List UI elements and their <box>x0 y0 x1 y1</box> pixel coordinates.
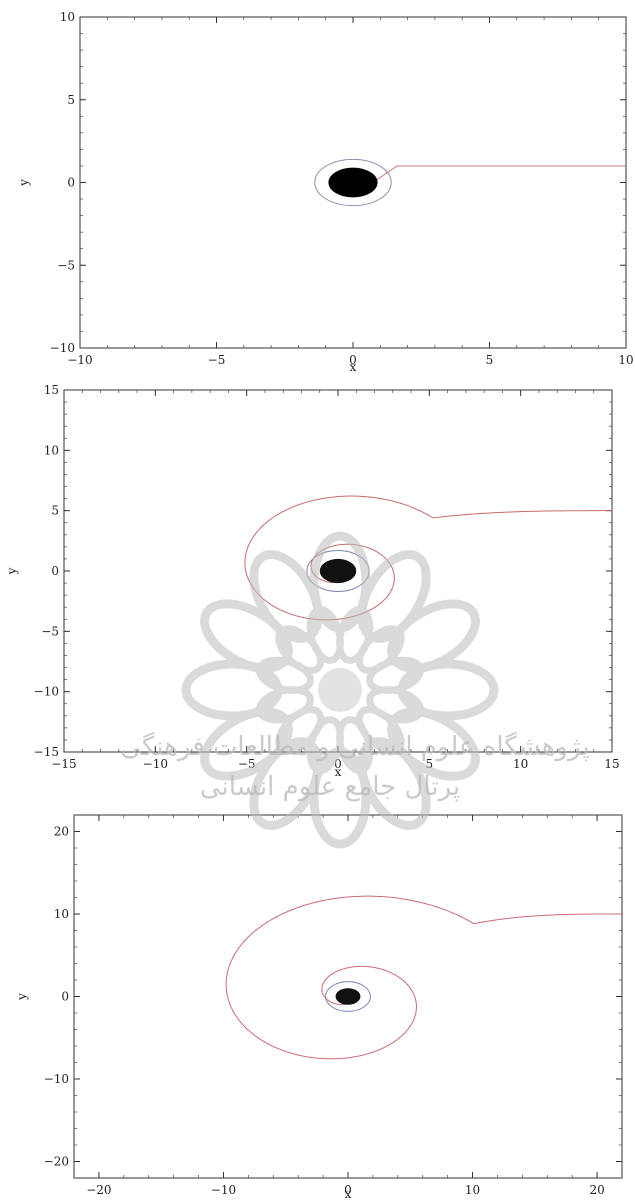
black-hole <box>319 558 357 584</box>
photon-circle <box>325 981 371 1012</box>
y-tick-label: 15 <box>44 383 59 397</box>
x-axis-label: x <box>350 360 357 374</box>
photon-circle <box>314 158 392 207</box>
x-tick-label: 0 <box>344 1183 352 1197</box>
x-tick-label: −10 <box>143 757 168 771</box>
x-tick-label: −15 <box>51 757 76 771</box>
y-tick-label: 0 <box>61 990 69 1004</box>
panels: −10 −5 0 5 10 −10 −5 0 5 10 x y −15 −10 −5 0 5 10 15 −15 −10… <box>5 10 634 1201</box>
y-tick-label: −10 <box>34 685 59 699</box>
watermark-line-2: پرتال جامع علوم انسانی <box>200 772 460 802</box>
y-tick-label: 5 <box>51 504 59 518</box>
plot-area <box>244 495 612 621</box>
x-tick-label: −10 <box>67 353 92 367</box>
x-tick-label: −10 <box>211 1183 236 1197</box>
trajectory-line <box>244 495 612 621</box>
y-tick-label: −10 <box>44 1072 69 1086</box>
x-tick-label: 20 <box>589 1183 604 1197</box>
x-tick-label: 10 <box>465 1183 480 1197</box>
y-tick-label: 10 <box>60 10 75 24</box>
trajectory-line <box>376 165 626 181</box>
watermark-logo-icon <box>181 531 499 849</box>
x-tick-label: 0 <box>349 353 357 367</box>
y-tick-label: −15 <box>34 745 59 759</box>
x-tick-label: 5 <box>486 353 494 367</box>
x-axis-label: x <box>335 765 342 779</box>
y-tick-label: −5 <box>41 624 59 638</box>
y-tick-label: 0 <box>67 176 75 190</box>
trajectory-line <box>225 895 622 1060</box>
plot-area <box>314 158 626 207</box>
y-tick-label: −20 <box>44 1155 69 1169</box>
watermark-line-1: پژوهشگاه علوم انسانی و مطالعات فرهنگی <box>120 731 589 762</box>
x-tick-label: −5 <box>208 353 226 367</box>
y-tick-label: 10 <box>44 443 59 457</box>
chart-panel-1: −10 −5 0 5 10 −10 −5 0 5 10 x y <box>17 10 634 374</box>
watermark: پژوهشگاه علوم انسانی و مطالعات فرهنگی پر… <box>120 531 590 849</box>
y-axis-label: y <box>5 567 19 575</box>
y-tick-label: −5 <box>57 258 75 272</box>
black-hole <box>328 167 378 198</box>
black-hole <box>335 988 361 1005</box>
y-tick-label: −10 <box>50 341 75 355</box>
logo-center <box>318 668 362 712</box>
x-tick-label: 10 <box>513 757 528 771</box>
logo-inner-petal <box>306 606 344 664</box>
x-tick-label: 0 <box>334 757 342 771</box>
y-tick-label: 20 <box>54 825 69 839</box>
x-tick-label: 10 <box>618 353 633 367</box>
x-tick-label: 15 <box>604 757 619 771</box>
y-axis-label: y <box>17 179 31 187</box>
logo-inner-petal <box>366 686 424 724</box>
plot-area <box>225 895 622 1060</box>
x-tick-label: −20 <box>86 1183 111 1197</box>
logo-inner-petal <box>256 656 314 694</box>
chart-panel-3: −20 −10 0 10 20 −20 −10 0 10 20 x y <box>15 814 623 1201</box>
y-tick-label: 5 <box>67 93 75 107</box>
y-tick-label: 10 <box>54 907 69 921</box>
y-tick-label: 0 <box>51 564 59 578</box>
y-axis-label: y <box>15 993 29 1001</box>
x-axis-label: x <box>345 1187 352 1201</box>
x-tick-label: 5 <box>426 757 434 771</box>
